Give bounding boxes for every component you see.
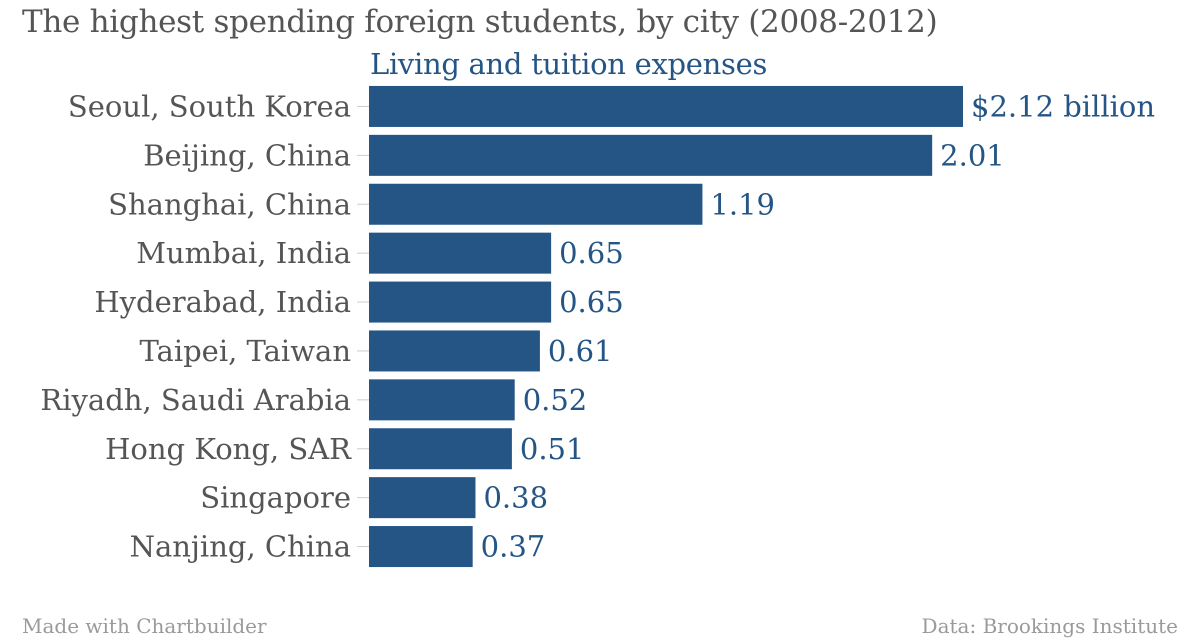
bar — [369, 379, 515, 421]
value-label: 0.38 — [483, 481, 548, 515]
value-label: 0.65 — [559, 285, 624, 319]
bar — [369, 183, 703, 225]
category-label: Hong Kong, SAR — [105, 432, 352, 466]
y-axis-ticks — [357, 105, 369, 548]
value-label: 0.51 — [520, 432, 585, 466]
bar — [369, 330, 540, 372]
category-label: Shanghai, China — [108, 187, 351, 221]
value-label: 0.61 — [548, 334, 613, 368]
value-label: 2.01 — [940, 138, 1005, 172]
category-label: Singapore — [200, 481, 351, 515]
bar — [369, 281, 552, 323]
value-label: 0.65 — [559, 236, 624, 270]
bar — [369, 85, 963, 127]
category-label: Hyderabad, India — [94, 285, 351, 319]
chart-title: The highest spending foreign students, b… — [22, 4, 938, 40]
footer-source: Data: Brookings Institute — [921, 614, 1178, 638]
bar — [369, 134, 933, 176]
value-label: $2.12 billion — [971, 89, 1155, 123]
category-label: Riyadh, Saudi Arabia — [40, 383, 351, 417]
category-labels: Seoul, South Korea Beijing, China Shanghai… — [40, 89, 352, 563]
value-label: 0.37 — [481, 530, 546, 564]
value-label: 0.52 — [523, 383, 588, 417]
value-labels: $2.12 billion 2.01 1.19 0.65 0.65 0.61 0.52 0.5… — [481, 89, 1155, 563]
bar-chart: Seoul, South Korea Beijing, China Shanghai… — [40, 85, 1155, 568]
category-label: Nanjing, China — [130, 530, 351, 564]
category-label: Beijing, China — [143, 138, 351, 172]
bars — [369, 85, 963, 568]
bar — [369, 428, 512, 470]
category-label: Mumbai, India — [136, 236, 351, 270]
category-label: Seoul, South Korea — [68, 89, 351, 123]
category-label: Taipei, Taiwan — [139, 334, 351, 368]
bar — [369, 526, 473, 568]
footer-credit: Made with Chartbuilder — [22, 614, 267, 638]
chart-subtitle: Living and tuition expenses — [370, 47, 768, 81]
bar — [369, 477, 476, 519]
value-label: 1.19 — [710, 187, 775, 221]
bar — [369, 232, 552, 274]
